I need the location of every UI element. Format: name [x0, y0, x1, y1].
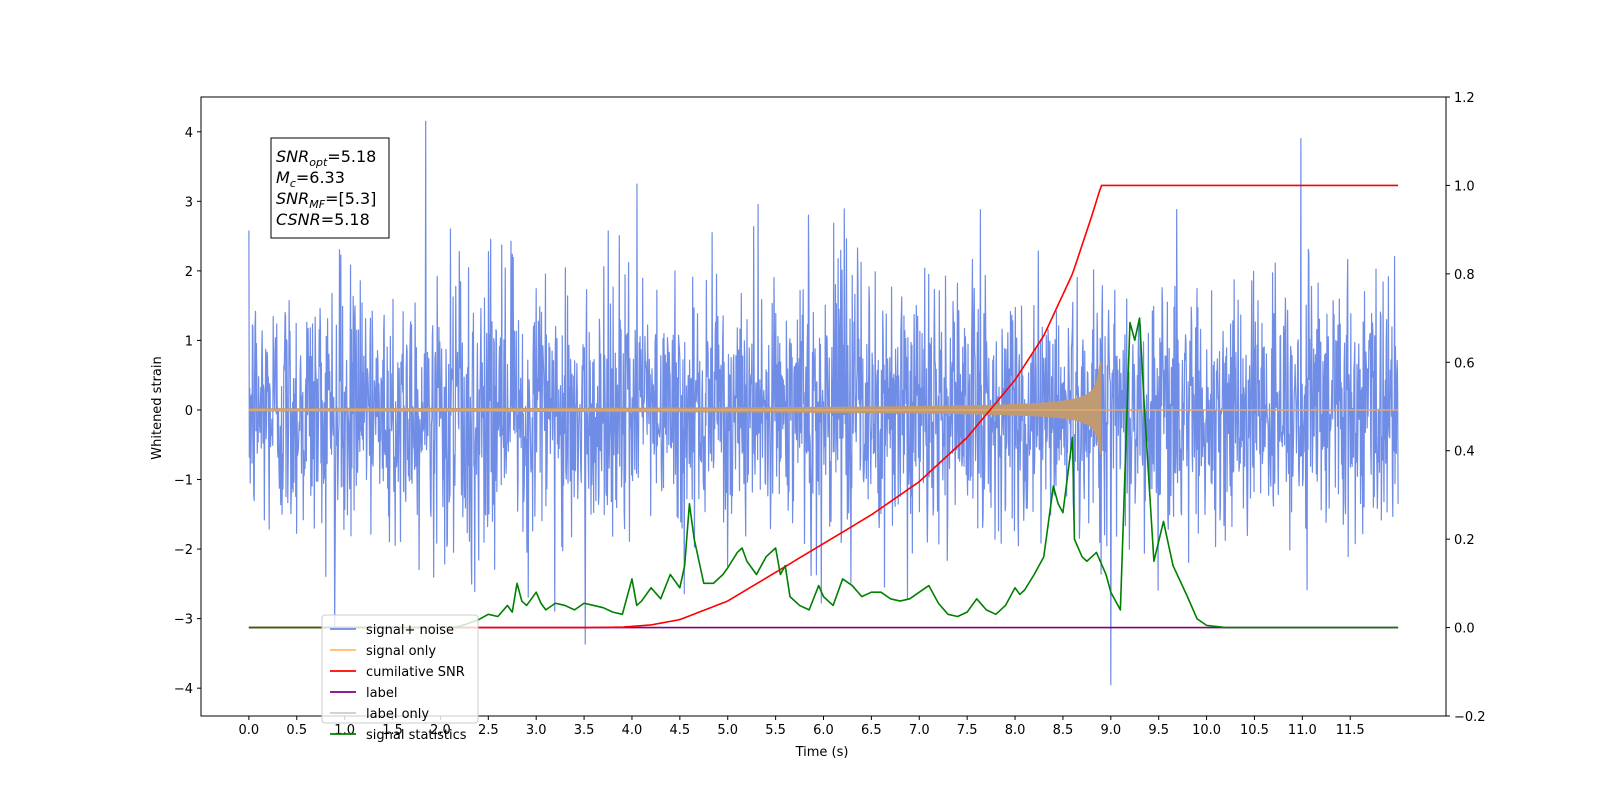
annotation-symbol: SNR — [276, 189, 309, 208]
annotation-value: =5.18 — [321, 210, 370, 229]
y-right-tick-label: −0.2 — [1454, 710, 1486, 725]
annotation-subscript: MF — [309, 198, 325, 211]
legend: signal+ noise signal only cumilative SNR la… — [321, 614, 479, 743]
x-tick-label: 1.5 — [382, 723, 403, 738]
x-tick-label: 7.0 — [909, 723, 930, 738]
x-tick-label: 2.5 — [478, 723, 499, 738]
legend-label: signal statistics — [366, 728, 467, 743]
y-tick-label: 3 — [185, 195, 193, 210]
x-axis: 0.0 0.5 1.0 1.5 2.0 2.5 3.0 3.5 4.0 4.5 5.0 5.5 6.0 6… — [239, 716, 1365, 738]
series-line-signal-statistics — [248, 317, 1399, 629]
annotation-value: =6.33 — [296, 168, 345, 187]
legend-label: label — [366, 686, 397, 701]
legend-label: cumilative SNR — [366, 665, 465, 680]
x-tick-label: 1.0 — [334, 723, 355, 738]
y-right-tick-label: 0.2 — [1454, 533, 1475, 548]
legend-label: signal+ noise — [366, 623, 454, 638]
x-tick-label: 4.0 — [622, 723, 643, 738]
y-tick-label: −3 — [174, 613, 193, 628]
x-tick-label: 0.5 — [286, 723, 307, 738]
annotation-symbol: SNR — [276, 147, 309, 166]
y-right-tick-label: 0.6 — [1454, 356, 1475, 371]
x-tick-label: 4.5 — [670, 723, 691, 738]
y-axis-left: −4 −3 −2 −1 0 1 2 3 4 — [174, 126, 201, 697]
y-tick-label: −4 — [174, 682, 193, 697]
x-tick-label: 6.5 — [861, 723, 882, 738]
x-tick-label: 8.5 — [1053, 723, 1074, 738]
y-tick-label: 4 — [185, 126, 193, 141]
x-tick-label: 0.0 — [239, 723, 260, 738]
annotation-line: SNRMF=[5.3] — [276, 189, 376, 211]
annotation-line: SNRopt=5.18 — [276, 147, 376, 169]
series-area-signal-only — [248, 361, 1102, 455]
y-axis-right: −0.2 0.0 0.2 0.4 0.6 0.8 1.0 1.2 — [1446, 91, 1486, 725]
annotation-subscript: opt — [309, 156, 328, 169]
x-tick-label: 3.0 — [526, 723, 547, 738]
x-tick-label: 8.0 — [1005, 723, 1026, 738]
y-axis-title: Whitened strain — [150, 356, 165, 459]
x-tick-label: 2.0 — [430, 723, 451, 738]
x-tick-label: 6.0 — [813, 723, 834, 738]
y-tick-label: 2 — [185, 265, 193, 280]
y-right-tick-label: 0.4 — [1454, 445, 1475, 460]
y-tick-label: −1 — [174, 474, 193, 489]
x-tick-label: 5.0 — [717, 723, 738, 738]
x-tick-label: 10.5 — [1240, 723, 1269, 738]
annotation-value: =[5.3] — [325, 189, 376, 208]
annotation-value: =5.18 — [327, 147, 376, 166]
legend-label: signal only — [366, 644, 436, 659]
y-tick-label: 1 — [185, 334, 193, 349]
legend-label: label only — [366, 707, 429, 722]
x-axis-title: Time (s) — [795, 745, 849, 760]
x-tick-label: 5.5 — [765, 723, 786, 738]
annotation-symbol: CSNR — [276, 210, 321, 229]
y-tick-label: −2 — [174, 543, 193, 558]
x-tick-label: 11.0 — [1288, 723, 1317, 738]
y-right-tick-label: 1.2 — [1454, 91, 1475, 106]
annotation-subscript: c — [290, 177, 296, 190]
x-tick-label: 7.5 — [957, 723, 978, 738]
y-tick-label: 0 — [185, 404, 193, 419]
x-tick-label: 3.5 — [574, 723, 595, 738]
x-tick-label: 11.5 — [1336, 723, 1365, 738]
y-right-tick-label: 0.8 — [1454, 268, 1475, 283]
y-right-tick-label: 1.0 — [1454, 179, 1475, 194]
annotation-line: CSNR=5.18 — [276, 210, 370, 229]
x-tick-label: 10.0 — [1192, 723, 1221, 738]
y-right-tick-label: 0.0 — [1454, 622, 1475, 637]
annotation-line: Mc=6.33 — [276, 168, 345, 190]
annotation-symbol: M — [276, 168, 290, 187]
x-tick-label: 9.0 — [1100, 723, 1121, 738]
x-tick-label: 9.5 — [1148, 723, 1169, 738]
